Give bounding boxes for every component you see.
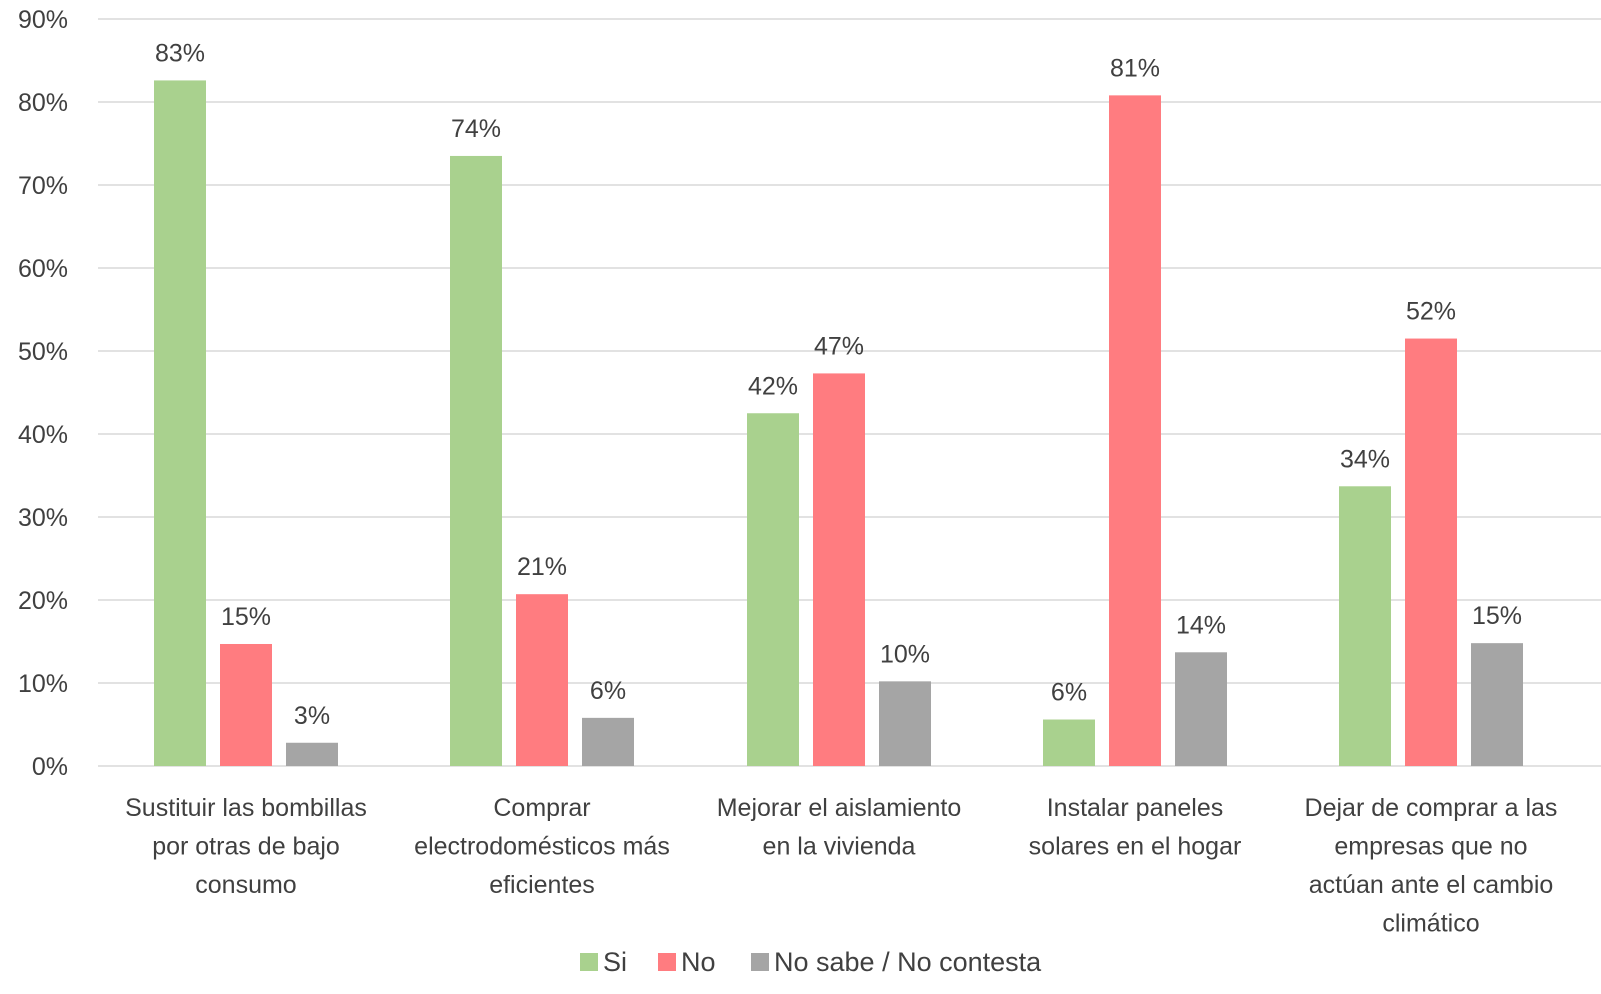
data-label: 52% [1406, 298, 1456, 326]
legend: Si No No sabe / No contesta [580, 947, 1042, 977]
data-label: 14% [1176, 611, 1226, 639]
legend-swatch [658, 953, 676, 971]
data-label: 47% [814, 332, 864, 360]
data-label: 21% [517, 553, 567, 581]
bar-si [1339, 486, 1391, 766]
legend-item-no-sabe-no-contesta: No sabe / No contesta [751, 947, 1042, 977]
legend-item-no: No [658, 947, 716, 977]
y-tick-label: 30% [18, 504, 68, 532]
data-label: 34% [1340, 445, 1390, 473]
y-tick-label: 20% [18, 587, 68, 615]
x-axis-categories: Sustituir las bombillas por otras de bajo… [125, 794, 1557, 938]
legend-label: No [681, 947, 716, 977]
y-tick-label: 80% [18, 89, 68, 117]
bar-si [450, 155, 502, 766]
data-label: 10% [880, 640, 930, 668]
data-label: 6% [1051, 679, 1087, 707]
legend-label: No sabe / No contesta [774, 947, 1042, 977]
y-tick-label: 60% [18, 255, 68, 283]
bars [154, 80, 1523, 767]
y-tick-label: 90% [18, 6, 68, 34]
legend-label: Si [603, 947, 627, 977]
y-axis-ticks: 0% 10% 20% 30% 40% 50% 60% 70% 80% 90% [18, 6, 68, 781]
data-label: 3% [294, 702, 330, 730]
bar-no-sabe-no-contesta [582, 717, 634, 766]
x-category-label: Comprar electrodomésticos más eficientes [414, 794, 670, 899]
y-tick-label: 70% [18, 172, 68, 200]
data-label: 74% [451, 115, 501, 143]
bar-si [1043, 719, 1095, 766]
bar-no [516, 594, 568, 766]
bar-no [220, 643, 272, 766]
legend-swatch [580, 953, 598, 971]
bar-no-sabe-no-contesta [1175, 652, 1227, 766]
x-category-label: Mejorar el aislamiento en la vivienda [717, 794, 962, 861]
y-tick-label: 0% [32, 753, 68, 781]
bar-no [1109, 95, 1161, 767]
bar-no-sabe-no-contesta [1471, 643, 1523, 766]
bar-no-sabe-no-contesta [286, 742, 338, 766]
bar-si [747, 413, 799, 766]
data-label: 42% [748, 372, 798, 400]
bar-no [1405, 338, 1457, 766]
x-category-label: Dejar de comprar a las empresas que no act… [1305, 794, 1558, 938]
data-label: 6% [590, 677, 626, 705]
y-tick-label: 10% [18, 670, 68, 698]
data-label: 15% [221, 603, 271, 631]
x-category-label: Instalar paneles solares en el hogar [1029, 794, 1242, 861]
y-tick-label: 50% [18, 338, 68, 366]
bar-no [813, 373, 865, 766]
x-category-label: Sustituir las bombillas por otras de bajo… [125, 794, 367, 899]
legend-swatch [751, 953, 769, 971]
y-tick-label: 40% [18, 421, 68, 449]
data-labels: 83% 74% 42% 6% 34% 15% 21% 47% 81% 52% 3% 6% 10% 14% 1… [155, 39, 1522, 729]
data-label: 15% [1472, 602, 1522, 630]
bar-si [154, 80, 206, 767]
bar-no-sabe-no-contesta [879, 681, 931, 766]
data-label: 83% [155, 39, 205, 67]
data-label: 81% [1110, 54, 1160, 82]
legend-item-si: Si [580, 947, 627, 977]
